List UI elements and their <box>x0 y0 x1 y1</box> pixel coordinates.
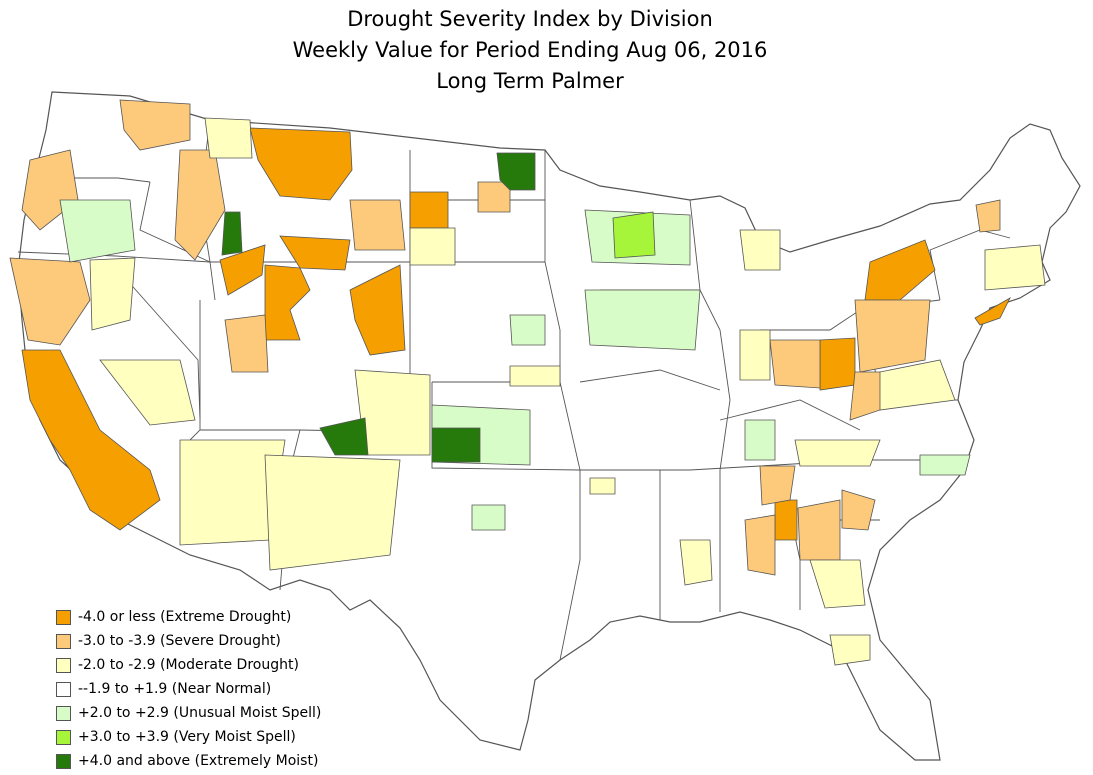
division-idaho-south <box>219 244 266 296</box>
division-mississippi-west <box>679 539 713 586</box>
division-mississippi-east <box>744 514 776 576</box>
map-legend: -4.0 or less (Extreme Drought) -3.0 to -3… <box>56 605 321 773</box>
division-colorado-south <box>319 417 369 456</box>
division-south-carolina <box>841 489 876 531</box>
division-nebraska-east <box>509 314 546 346</box>
division-utah-central <box>224 314 269 373</box>
legend-swatch <box>56 729 71 745</box>
legend-item: +3.0 to +3.9 (Very Moist Spell) <box>56 725 321 749</box>
legend-swatch <box>56 753 71 769</box>
legend-swatch <box>56 609 71 625</box>
division-new-england <box>984 244 1046 291</box>
legend-swatch <box>56 657 71 673</box>
division-maine-west <box>975 199 1001 233</box>
legend-label: --1.9 to +1.9 (Near Normal) <box>78 681 272 697</box>
division-wyoming-east <box>349 199 406 251</box>
division-pennsylvania <box>854 299 931 373</box>
division-nebraska <box>509 365 561 387</box>
division-idaho-north <box>204 117 253 159</box>
division-california-north <box>9 257 91 346</box>
division-kentucky-east <box>744 419 776 461</box>
legend-swatch <box>56 705 71 721</box>
division-north-carolina <box>919 454 971 476</box>
division-idaho-east <box>221 211 243 256</box>
legend-label: +3.0 to +3.9 (Very Moist Spell) <box>78 729 296 745</box>
map-title: Drought Severity Index by Division <box>347 7 713 31</box>
division-nevada-south <box>99 359 196 426</box>
drought-divisions <box>9 99 1046 666</box>
division-tennessee <box>759 465 796 506</box>
legend-item: --1.9 to +1.9 (Near Normal) <box>56 677 321 701</box>
legend-label: -2.0 to -2.9 (Moderate Drought) <box>78 657 299 673</box>
division-california-central <box>21 349 161 531</box>
legend-item: -2.0 to -2.9 (Moderate Drought) <box>56 653 321 677</box>
division-georgia-north <box>797 499 841 561</box>
legend-label: +2.0 to +2.9 (Unusual Moist Spell) <box>78 705 322 721</box>
division-wyoming-central <box>409 227 456 266</box>
division-new-york <box>864 239 936 301</box>
us-outline <box>17 91 1081 761</box>
division-iowa <box>584 289 701 351</box>
division-florida-north <box>829 634 871 666</box>
legend-item: -3.0 to -3.9 (Severe Drought) <box>56 629 321 653</box>
map-title-block: Drought Severity Index by Division Weekl… <box>0 4 1060 97</box>
division-virginia <box>879 359 956 411</box>
division-nd-west <box>409 191 449 229</box>
division-washington-east <box>119 99 191 151</box>
division-michigan <box>739 229 781 271</box>
legend-item: +4.0 and above (Extremely Moist) <box>56 749 321 773</box>
division-kentucky <box>794 439 881 467</box>
legend-swatch <box>56 681 71 697</box>
legend-label: -3.0 to -3.9 (Severe Drought) <box>78 633 281 649</box>
legend-item: -4.0 or less (Extreme Drought) <box>56 605 321 629</box>
legend-item: +2.0 to +2.9 (Unusual Moist Spell) <box>56 701 321 725</box>
legend-label: -4.0 or less (Extreme Drought) <box>78 609 292 625</box>
division-nd-east <box>477 181 511 213</box>
division-minnesota-central <box>612 211 656 259</box>
division-kansas-central <box>431 427 481 463</box>
division-new-mexico <box>264 454 401 571</box>
division-nevada-north <box>89 257 136 331</box>
division-indiana <box>739 329 771 381</box>
division-colorado-west <box>349 264 406 356</box>
division-ohio-east <box>819 337 856 391</box>
division-montana-west <box>249 127 353 201</box>
legend-label: +4.0 and above (Extremely Moist) <box>78 753 319 769</box>
division-nd-northeast <box>496 152 536 191</box>
map-subtitle-index: Long Term Palmer <box>436 69 624 93</box>
division-georgia-south <box>809 559 866 609</box>
legend-swatch <box>56 633 71 649</box>
division-long-island <box>974 296 1011 326</box>
division-oklahoma <box>471 504 506 531</box>
division-wyoming-west <box>279 235 351 271</box>
map-subtitle-period: Weekly Value for Period Ending Aug 06, 2… <box>292 38 768 62</box>
division-ohio-west <box>769 339 821 389</box>
division-alabama <box>774 499 798 541</box>
division-oregon-east <box>59 199 136 263</box>
division-arkansas <box>589 477 616 495</box>
